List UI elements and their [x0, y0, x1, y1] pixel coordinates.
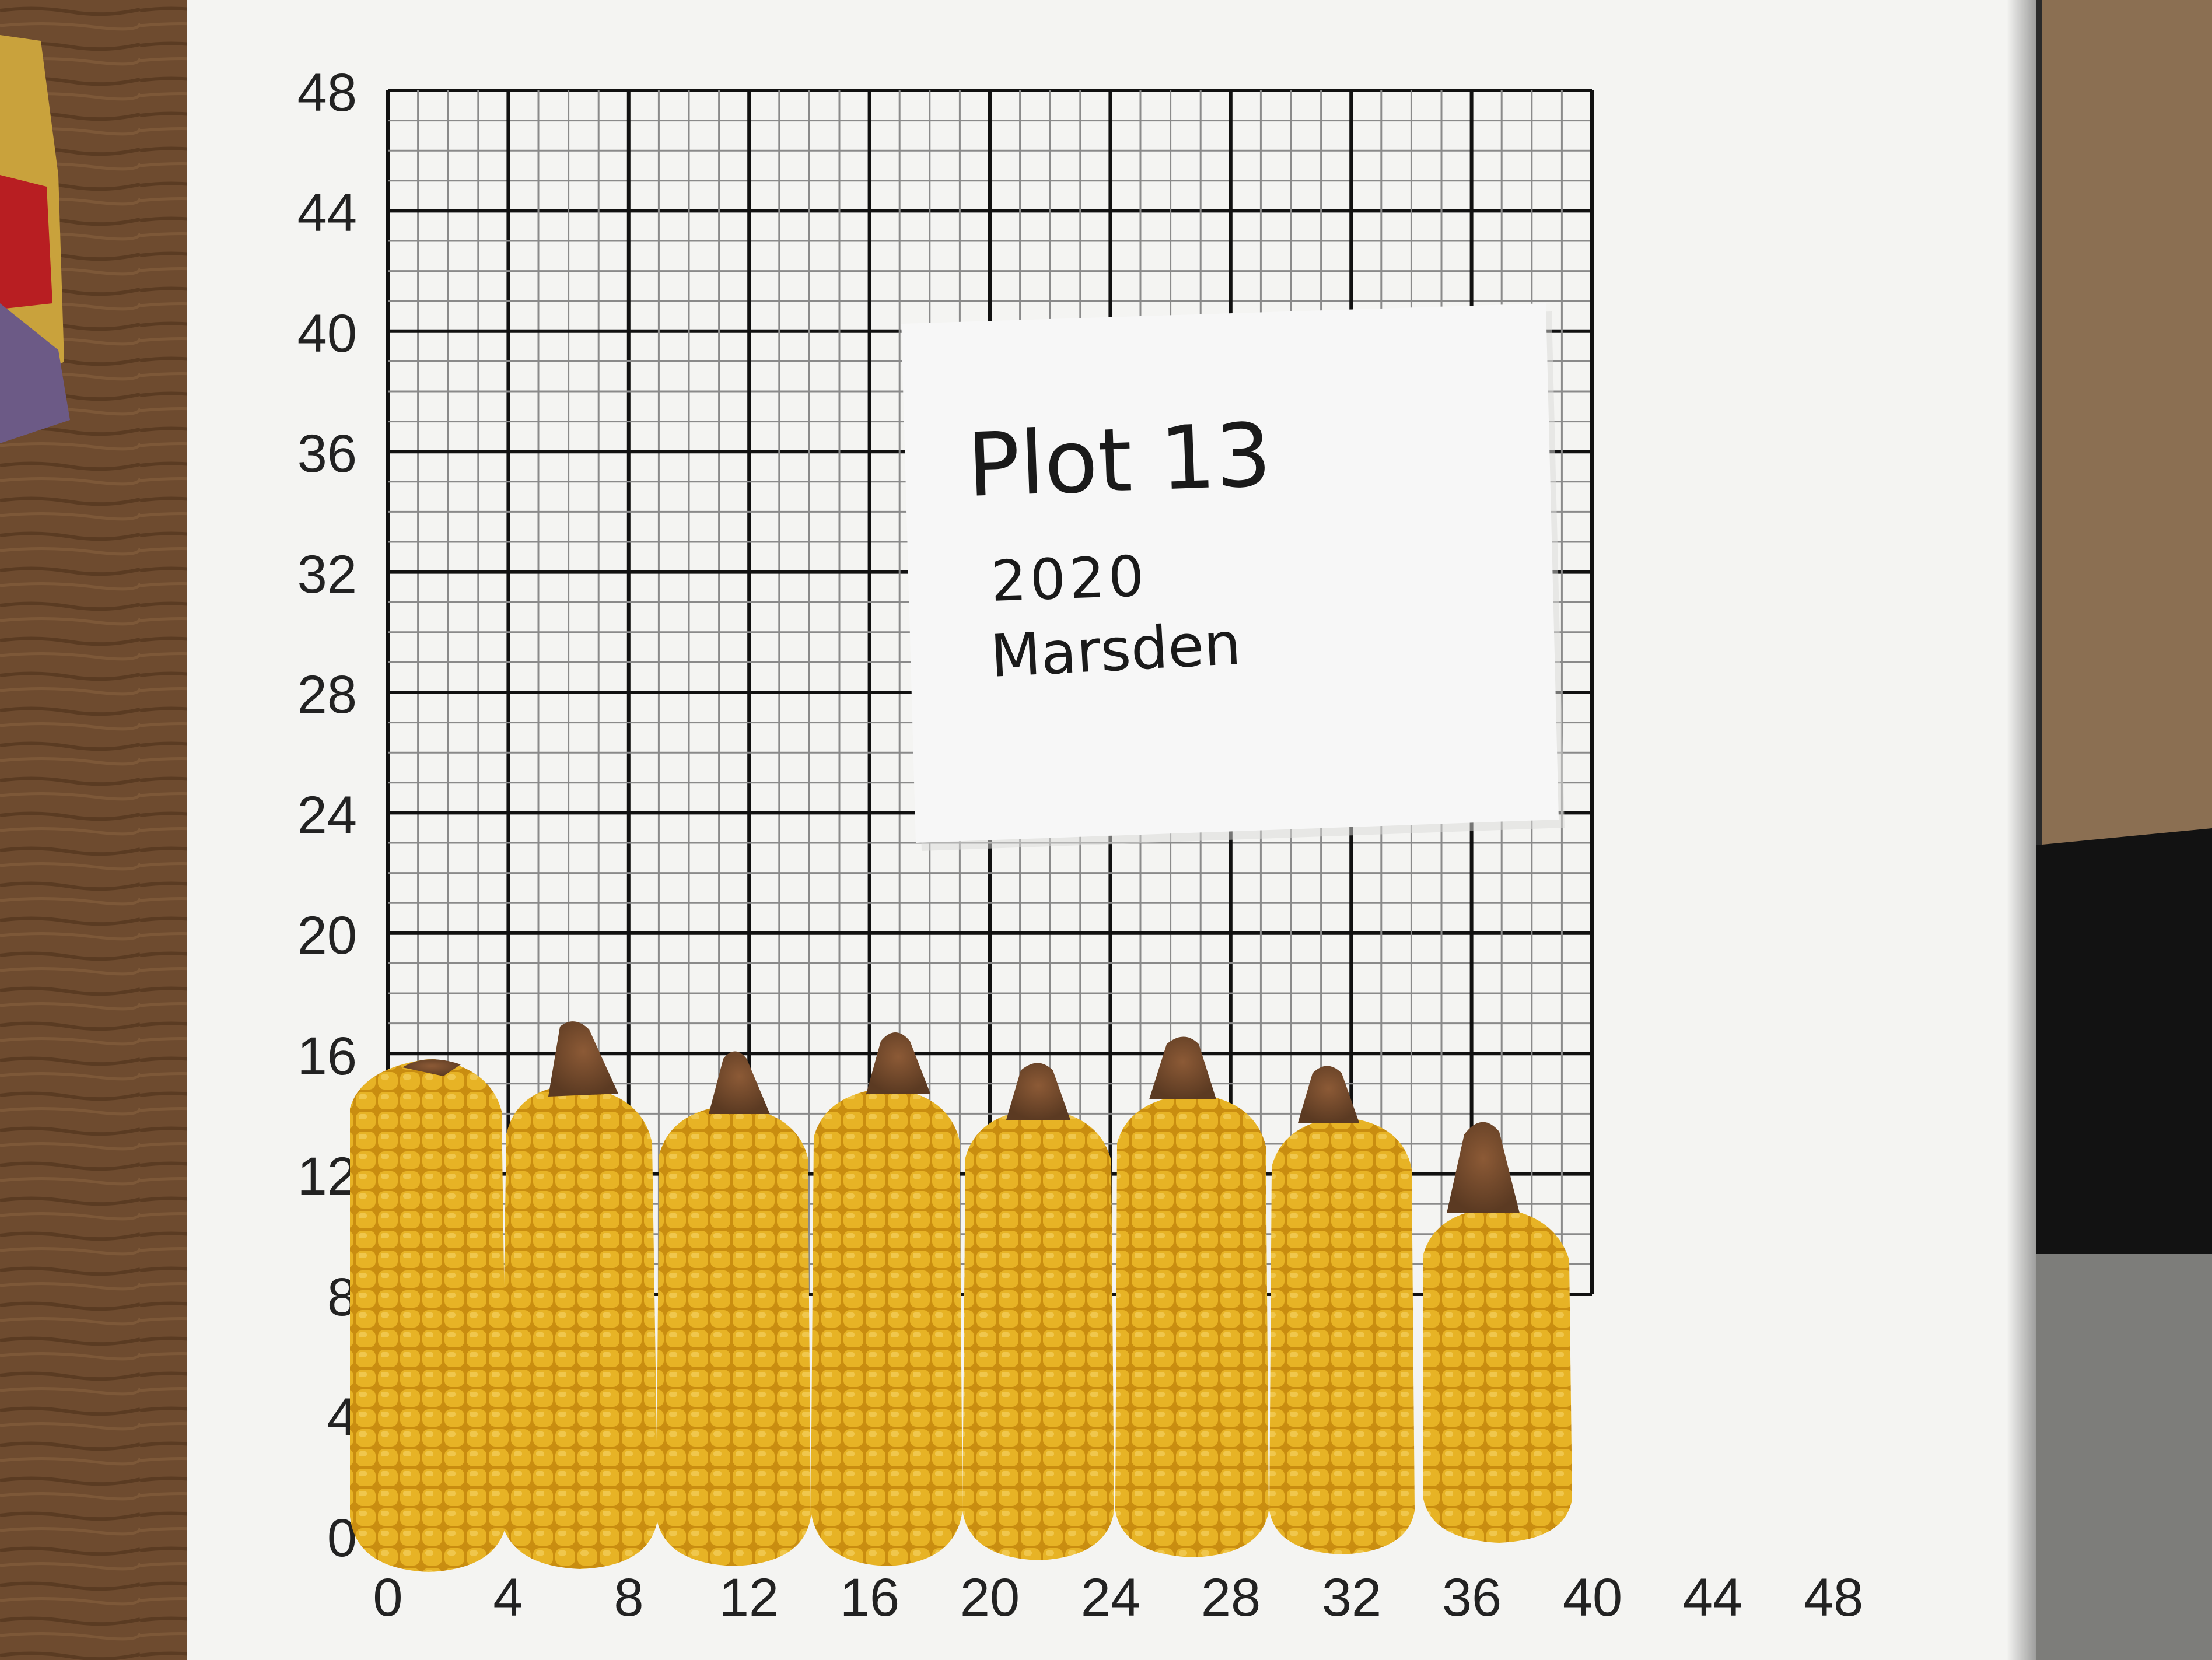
y-label-36: 36 [298, 424, 357, 484]
corn-ears [350, 1021, 1572, 1572]
x-label-44: 44 [1683, 1568, 1742, 1627]
x-label-28: 28 [1201, 1568, 1261, 1627]
corn-ear-8 [1423, 1122, 1572, 1543]
x-label-12: 12 [719, 1568, 779, 1627]
dark-bag [2030, 828, 2212, 1283]
y-label-24: 24 [298, 786, 357, 845]
y-label-32: 32 [298, 545, 357, 604]
x-label-40: 40 [1563, 1568, 1622, 1627]
note-year: 2020 [990, 544, 1149, 614]
corn-ear-5 [963, 1063, 1114, 1560]
x-label-36: 36 [1442, 1568, 1502, 1627]
y-label-44: 44 [298, 183, 357, 243]
x-label-32: 32 [1322, 1568, 1381, 1627]
y-label-28: 28 [298, 665, 357, 724]
corn-ear-3 [656, 1051, 811, 1566]
x-label-16: 16 [840, 1568, 900, 1627]
snack-wrapper [0, 35, 70, 443]
x-label-48: 48 [1804, 1568, 1863, 1627]
note-plot-number: Plot 13 [965, 405, 1273, 517]
y-label-12: 12 [298, 1147, 357, 1206]
x-label-0: 0 [373, 1568, 402, 1627]
x-label-20: 20 [960, 1568, 1020, 1627]
corn-ear-6 [1115, 1036, 1269, 1557]
corn-ear-4 [811, 1032, 963, 1566]
corn-ear-7 [1269, 1066, 1415, 1554]
paper-bag [2042, 0, 2212, 846]
x-label-8: 8 [614, 1568, 643, 1627]
plot-note: Plot 13 2020 Marsden [901, 303, 1564, 851]
corn-ear-1 [350, 1059, 508, 1572]
board-edge-shadow [2007, 0, 2036, 1660]
y-label-48: 48 [298, 63, 357, 122]
y-label-20: 20 [298, 906, 357, 965]
floor-right [2030, 1254, 2212, 1660]
corn-ear-2 [501, 1021, 658, 1569]
y-label-16: 16 [298, 1027, 357, 1086]
x-label-24: 24 [1081, 1568, 1140, 1627]
x-label-4: 4 [493, 1568, 523, 1627]
x-axis-labels: 0 4 8 12 16 20 24 28 32 36 40 44 48 [373, 1568, 1863, 1627]
y-label-40: 40 [298, 304, 357, 363]
note-location: Marsden [989, 610, 1242, 691]
